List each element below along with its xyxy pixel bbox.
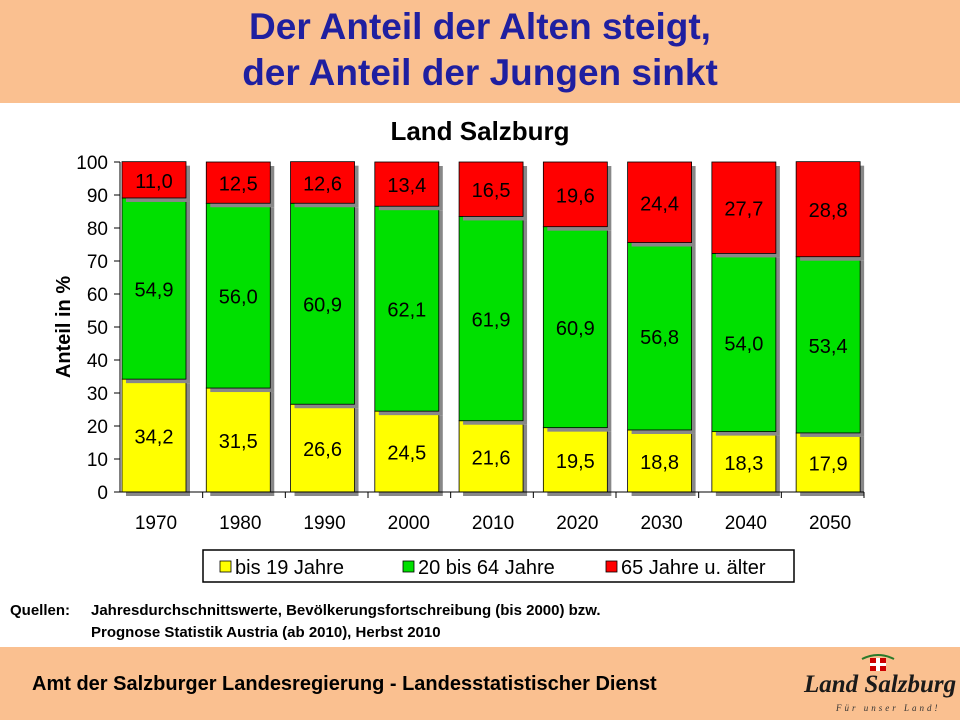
bar-segment xyxy=(542,427,608,493)
bar-value-label: 19,5 xyxy=(556,451,595,473)
y-tick-label: 40 xyxy=(87,351,108,372)
bar-value-label: 62,1 xyxy=(387,300,426,322)
y-tick-label: 10 xyxy=(87,450,108,471)
logo-wordmark: Land Salzburg xyxy=(804,671,957,698)
bar-value-label: 21,6 xyxy=(472,447,511,469)
land-salzburg-logo: Land Salzburg Für unser Land! xyxy=(800,653,956,717)
x-tick-label: 1990 xyxy=(303,513,345,534)
bar-value-label: 18,3 xyxy=(724,453,763,475)
bar-segment xyxy=(627,161,692,243)
bar-segment xyxy=(711,253,777,433)
y-tick-label: 80 xyxy=(87,219,108,240)
bar-segment xyxy=(458,420,524,493)
bar-value-label: 54,0 xyxy=(724,334,763,356)
bar-segment xyxy=(205,161,271,204)
bar-segment xyxy=(205,387,271,493)
coat-of-arms-icon xyxy=(861,654,895,671)
bar-value-label: 16,5 xyxy=(472,180,511,202)
y-tick-label: 50 xyxy=(87,318,108,339)
x-tick-label: 1980 xyxy=(219,513,261,534)
bar-segment xyxy=(627,242,692,431)
x-tick-label: 2050 xyxy=(809,513,851,534)
bar-value-label: 12,6 xyxy=(303,173,342,195)
bar-segment xyxy=(374,161,440,207)
bar-segment xyxy=(121,161,187,199)
bar-segment xyxy=(290,403,355,493)
legend-label: 65 Jahre u. älter xyxy=(621,557,766,579)
x-tick-label: 2000 xyxy=(388,513,430,534)
x-tick-label: 2030 xyxy=(640,513,682,534)
bar-segment xyxy=(458,161,524,217)
bar-segment xyxy=(795,256,861,434)
bar-value-label: 12,5 xyxy=(219,174,258,196)
bar-value-label: 19,6 xyxy=(556,185,595,207)
sources-label: Quellen: xyxy=(10,602,71,619)
bar-value-label: 17,9 xyxy=(809,453,848,475)
bar-value-label: 24,4 xyxy=(640,193,679,215)
bar-value-label: 56,0 xyxy=(219,287,258,309)
sources-line-2: Prognose Statistik Austria (ab 2010), He… xyxy=(91,624,441,641)
legend-label: 20 bis 64 Jahre xyxy=(418,557,555,579)
legend-swatch xyxy=(402,560,415,573)
stacked-bar-chart: 010203040506070809010034,254,911,0197031… xyxy=(53,153,865,583)
title-line-1: Der Anteil der Alten steigt, xyxy=(249,6,711,47)
x-tick-label: 1970 xyxy=(135,513,177,534)
legend-swatch xyxy=(605,560,618,573)
sources-line-1: Jahresdurchschnittswerte, Bevölkerungsfo… xyxy=(91,602,601,619)
chart-title: Land Salzburg xyxy=(390,116,570,146)
footer-text: Amt der Salzburger Landesregierung - Lan… xyxy=(32,673,657,695)
bar-segment xyxy=(374,205,440,412)
bar-segment xyxy=(542,161,608,228)
legend-label: bis 19 Jahre xyxy=(235,557,344,579)
bar-value-label: 60,9 xyxy=(556,318,595,340)
bar-value-label: 18,8 xyxy=(640,452,679,474)
bar-value-label: 28,8 xyxy=(809,200,848,222)
bar-value-label: 24,5 xyxy=(387,443,426,465)
bar-segment xyxy=(542,226,608,429)
y-tick-label: 20 xyxy=(87,417,108,438)
bar-segment xyxy=(121,197,187,380)
bar-value-label: 56,8 xyxy=(640,327,679,349)
y-tick-label: 70 xyxy=(87,252,108,273)
bar-value-label: 27,7 xyxy=(724,199,763,221)
bar-value-label: 31,5 xyxy=(219,431,258,453)
title-banner: Der Anteil der Alten steigt, der Anteil … xyxy=(0,0,960,103)
bar-segment xyxy=(374,410,440,493)
logo-tagline: Für unser Land! xyxy=(836,703,941,713)
y-tick-label: 60 xyxy=(87,285,108,306)
bar-value-label: 13,4 xyxy=(387,175,426,197)
y-tick-label: 90 xyxy=(87,186,108,207)
bar-value-label: 34,2 xyxy=(135,427,174,449)
bar-value-label: 53,4 xyxy=(809,336,848,358)
bar-segment xyxy=(290,202,355,405)
bar-value-label: 26,6 xyxy=(303,439,342,461)
y-tick-label: 0 xyxy=(97,483,108,504)
bar-value-label: 11,0 xyxy=(135,171,172,193)
legend-swatch xyxy=(219,560,232,573)
bar-segment xyxy=(711,161,777,254)
y-tick-label: 100 xyxy=(76,153,108,174)
bar-value-label: 54,9 xyxy=(135,280,174,302)
footer-bar: Amt der Salzburger Landesregierung - Lan… xyxy=(0,647,960,720)
bar-value-label: 60,9 xyxy=(303,295,342,317)
bar-segment xyxy=(290,161,355,204)
x-tick-label: 2040 xyxy=(725,513,767,534)
bar-value-label: 61,9 xyxy=(472,310,511,332)
x-tick-label: 2010 xyxy=(472,513,514,534)
y-tick-label: 30 xyxy=(87,384,108,405)
bar-segment xyxy=(795,161,861,258)
sources-note: Quellen: Jahresdurchschnittswerte, Bevöl… xyxy=(10,600,601,644)
bar-segment xyxy=(795,432,861,493)
x-tick-label: 2020 xyxy=(556,513,598,534)
title-line-2: der Anteil der Jungen sinkt xyxy=(242,52,718,93)
y-axis-label: Anteil in % xyxy=(53,276,75,378)
legend-box xyxy=(202,549,795,583)
